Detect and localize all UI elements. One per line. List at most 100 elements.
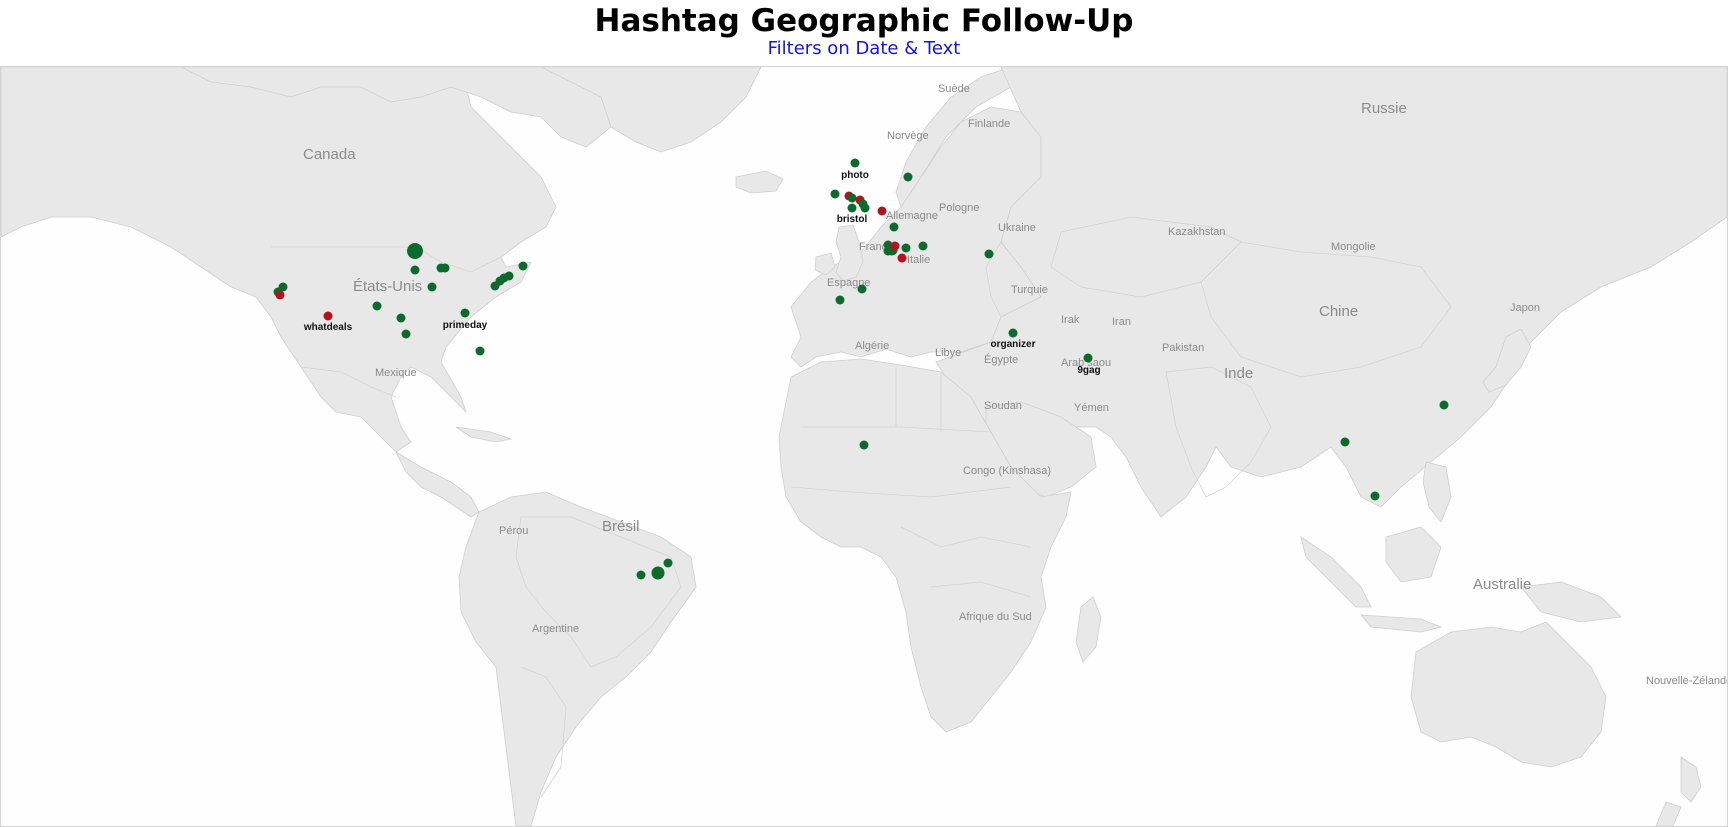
map-point[interactable]: [440, 263, 450, 273]
map-point[interactable]: [918, 241, 928, 251]
label-kazakhstan: Kazakhstan: [1168, 226, 1225, 238]
land-central-america: [395, 450, 480, 518]
label-pologne: Pologne: [939, 202, 979, 214]
land-sumatra: [1300, 536, 1372, 608]
label-bresil: Brésil: [602, 518, 640, 535]
map-point[interactable]: [889, 222, 899, 232]
map-point[interactable]: [850, 158, 860, 168]
border-us-canada: [271, 246, 502, 273]
border-central-africa: [900, 526, 1032, 598]
land-java: [1360, 614, 1443, 633]
land-great-britain: [835, 224, 864, 282]
map-point[interactable]: [883, 246, 893, 256]
map-point[interactable]: [427, 282, 437, 292]
label-irak: Irak: [1061, 314, 1080, 326]
label-canada: Canada: [303, 146, 356, 163]
border-africa-north: [801, 426, 992, 433]
land-north-america: [1, 67, 557, 453]
point-label-whatdeals: whatdeals: [303, 322, 353, 333]
label-afrique-du-sud: Afrique du Sud: [959, 611, 1032, 623]
point-label-9gag: 9gag: [1077, 365, 1100, 376]
map-point[interactable]: [518, 261, 528, 271]
map-point[interactable]: [410, 265, 420, 275]
border-china: [1200, 241, 1452, 378]
point-label-photo: photo: [841, 170, 869, 181]
label-australie: Australie: [1473, 576, 1531, 593]
label-chine: Chine: [1319, 303, 1358, 320]
map-point[interactable]: [275, 290, 285, 300]
land-greenland: [540, 67, 762, 153]
label-libye: Libye: [935, 347, 961, 359]
border-brazil: [515, 516, 682, 668]
data-points[interactable]: [273, 158, 1449, 580]
land-madagascar: [1075, 596, 1102, 663]
map-point[interactable]: [860, 203, 870, 213]
border-kazakhstan: [1050, 216, 1242, 298]
label-russie: Russie: [1361, 100, 1407, 117]
map-point[interactable]: [877, 206, 887, 216]
map-point[interactable]: [901, 243, 911, 253]
point-label-organizer: organizer: [990, 339, 1035, 350]
label-pakistan: Pakistan: [1162, 342, 1204, 354]
map-point[interactable]: [407, 243, 423, 259]
label-egypte: Égypte: [984, 353, 1018, 366]
map-point[interactable]: [401, 329, 411, 339]
map-point[interactable]: [1439, 400, 1449, 410]
point-label-bristol: bristol: [837, 214, 868, 225]
land-scandinavia: [895, 67, 1042, 208]
map-point[interactable]: [1340, 437, 1350, 447]
dashboard-title: Hashtag Geographic Follow-Up: [594, 3, 1134, 39]
land-new-zealand: [1680, 756, 1702, 803]
map-point[interactable]: [396, 313, 406, 323]
label-finlande: Finlande: [968, 118, 1010, 130]
label-mongolie: Mongolie: [1331, 241, 1376, 253]
map-point[interactable]: [835, 295, 845, 305]
map-point[interactable]: [460, 308, 470, 318]
border-europe-russia: [985, 241, 1002, 318]
label-japon: Japon: [1510, 302, 1540, 314]
map-point[interactable]: [1370, 491, 1380, 501]
map-point[interactable]: [323, 311, 333, 321]
label-soudan: Soudan: [984, 400, 1022, 412]
label-iran: Iran: [1112, 316, 1131, 328]
land-australia: [1410, 621, 1607, 768]
map-point[interactable]: [1083, 353, 1093, 363]
land-ireland: [814, 252, 836, 276]
label-turquie: Turquie: [1011, 284, 1048, 296]
map-point[interactable]: [897, 253, 907, 263]
label-suede: Suède: [938, 83, 970, 95]
world-map[interactable]: Russie Suède Finlande Norvège Canada Pol…: [0, 66, 1728, 827]
map-point[interactable]: [830, 189, 840, 199]
border-india: [1165, 366, 1272, 498]
map-point[interactable]: [651, 566, 665, 580]
map-point[interactable]: [857, 284, 867, 294]
map-point[interactable]: [636, 570, 646, 580]
map-point[interactable]: [890, 241, 900, 251]
map-point[interactable]: [1008, 328, 1018, 338]
map-point[interactable]: [903, 172, 913, 182]
border-sahel: [790, 486, 1012, 498]
land-borneo: [1385, 526, 1442, 583]
map-point[interactable]: [984, 249, 994, 259]
label-argentine: Argentine: [532, 623, 579, 635]
map-point[interactable]: [859, 440, 869, 450]
dashboard-header: Hashtag Geographic Follow-Up Filters on …: [0, 0, 1728, 66]
land-new-zealand-south: [1655, 801, 1682, 826]
label-yemen: Yémen: [1074, 402, 1109, 414]
map-point[interactable]: [475, 346, 485, 356]
map-point[interactable]: [847, 203, 857, 213]
map-point[interactable]: [504, 271, 514, 281]
border-libya-egypt: [895, 367, 942, 432]
land-africa: [778, 358, 1072, 733]
land-cuba: [455, 426, 513, 443]
label-mexique: Mexique: [375, 367, 417, 379]
border-argentina: [520, 666, 567, 798]
map-point[interactable]: [372, 301, 382, 311]
land-new-guinea: [1520, 581, 1622, 623]
map-point[interactable]: [663, 558, 673, 568]
label-congo: Congo (Kinshasa): [963, 465, 1051, 477]
map-svg[interactable]: Russie Suède Finlande Norvège Canada Pol…: [1, 67, 1727, 826]
label-arabie: Arab saou: [1061, 357, 1111, 369]
map-point[interactable]: [847, 193, 857, 203]
land-iceland: [735, 170, 784, 194]
